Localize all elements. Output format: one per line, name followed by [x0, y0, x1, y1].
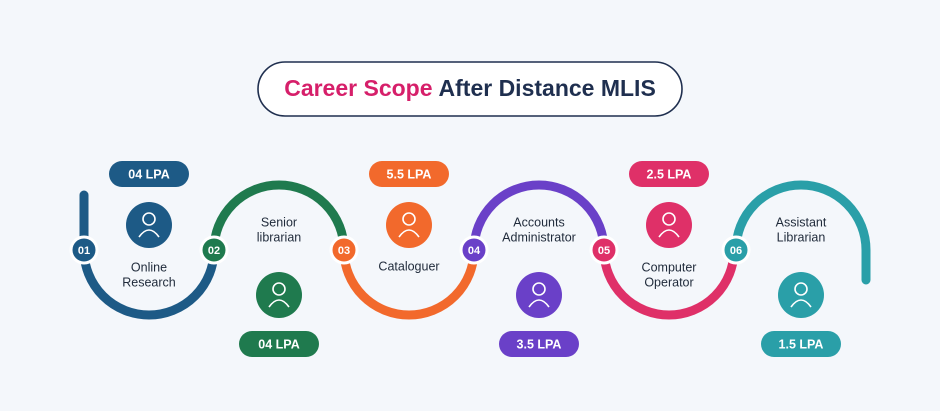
- step-badge: [69, 235, 99, 265]
- step-label: Accounts: [513, 215, 564, 229]
- title-rest: After Distance MLIS: [439, 75, 656, 101]
- salary-pill: [499, 331, 579, 357]
- icon-body: [398, 229, 420, 238]
- wave-segment: [209, 180, 349, 255]
- icon-head: [272, 282, 286, 296]
- step-number: 03: [338, 245, 350, 257]
- salary-pill: [239, 331, 319, 357]
- salary-text: 04 LPA: [258, 337, 299, 351]
- step-label: librarian: [257, 230, 302, 244]
- icon-head: [532, 282, 546, 296]
- wave-segment: [599, 245, 739, 320]
- icon-head: [402, 212, 416, 226]
- title: Career Scope After Distance MLIS: [284, 75, 656, 101]
- step-label: Cataloguer: [378, 259, 439, 273]
- wave-segment: [339, 245, 479, 320]
- salary-text: 5.5 LPA: [387, 167, 432, 181]
- step-label: Online: [131, 260, 167, 274]
- step-label: Administrator: [502, 230, 576, 244]
- title-pill: [257, 61, 683, 117]
- step-label: Research: [122, 275, 176, 289]
- step-number: 01: [78, 245, 90, 257]
- icon-head: [662, 212, 676, 226]
- salary-pill: [369, 161, 449, 187]
- icon-head: [142, 212, 156, 226]
- wave-segment: [469, 180, 609, 255]
- icon-body: [528, 299, 550, 308]
- step-badge: [721, 235, 751, 265]
- step-label: Operator: [644, 275, 693, 289]
- salary-text: 04 LPA: [128, 167, 169, 181]
- icon-body: [658, 229, 680, 238]
- step-badge: [459, 235, 489, 265]
- salary-text: 3.5 LPA: [517, 337, 562, 351]
- wave: [79, 180, 871, 320]
- step-badge: [329, 235, 359, 265]
- icon-body: [790, 299, 812, 308]
- step-number: 06: [730, 245, 742, 257]
- salary-pill: [109, 161, 189, 187]
- step-number: 02: [208, 245, 220, 257]
- icon-body: [268, 299, 290, 308]
- icon-head: [794, 282, 808, 296]
- icon-body: [138, 229, 160, 238]
- salary-pill: [629, 161, 709, 187]
- step-label: Librarian: [777, 230, 826, 244]
- salary-text: 1.5 LPA: [779, 337, 824, 351]
- step-number: 04: [468, 245, 481, 257]
- title-highlight: Career Scope: [284, 75, 432, 101]
- step-badge: [199, 235, 229, 265]
- step-label: Computer: [642, 260, 697, 274]
- wave-segment: [79, 190, 219, 320]
- step-label: Assistant: [776, 215, 827, 229]
- step-number: 05: [598, 245, 610, 257]
- step-label: Senior: [261, 215, 297, 229]
- step-badge: [589, 235, 619, 265]
- salary-pill: [761, 331, 841, 357]
- salary-text: 2.5 LPA: [647, 167, 692, 181]
- wave-segment: [731, 180, 871, 285]
